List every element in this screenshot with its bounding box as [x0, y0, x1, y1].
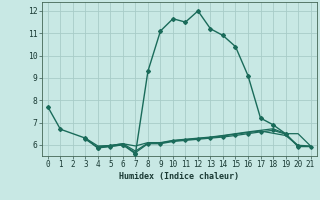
X-axis label: Humidex (Indice chaleur): Humidex (Indice chaleur): [119, 172, 239, 181]
